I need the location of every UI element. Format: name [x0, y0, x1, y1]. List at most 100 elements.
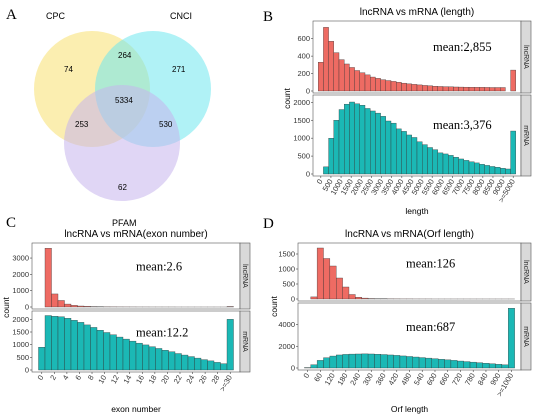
bar — [354, 103, 360, 175]
bar — [194, 357, 202, 371]
bar — [442, 86, 449, 92]
facet-strip-label: mRNA — [241, 331, 248, 352]
bar — [437, 359, 445, 369]
facet-strip — [520, 94, 532, 177]
bar — [90, 327, 98, 371]
bar — [323, 27, 329, 92]
bar — [328, 138, 334, 175]
bar — [364, 74, 371, 92]
bar — [432, 86, 438, 92]
bar — [329, 355, 337, 369]
facet-strip — [520, 302, 532, 371]
bar — [484, 165, 490, 175]
bar — [83, 324, 91, 371]
bar — [432, 149, 438, 175]
bar — [501, 364, 509, 369]
facet-frame — [31, 242, 241, 310]
y-tick-label: 500 — [282, 280, 295, 289]
bar — [328, 41, 334, 92]
bar — [316, 247, 324, 300]
bar — [338, 59, 345, 92]
bar — [333, 52, 340, 92]
bar — [77, 322, 85, 371]
bar — [355, 297, 362, 300]
facet-strip — [239, 310, 251, 373]
x-tick-label: 24 — [184, 374, 196, 386]
bar — [437, 152, 444, 175]
mean-label: mean:687 — [406, 320, 455, 334]
bar — [390, 81, 397, 92]
bar — [135, 342, 143, 371]
bar — [468, 161, 475, 175]
y-tick-label: 2000 — [12, 270, 29, 279]
y-tick-label: 1500 — [293, 116, 310, 125]
y-tick-label: 0 — [306, 170, 310, 179]
bar — [500, 87, 506, 92]
bar — [425, 357, 432, 369]
bar — [103, 332, 111, 371]
x-tick-label: 660 — [437, 372, 451, 387]
bar — [442, 153, 449, 175]
x-tick-label: 28 — [209, 374, 221, 386]
bar — [380, 354, 388, 369]
facet-strip-label: mRNA — [522, 125, 529, 146]
bar — [448, 155, 454, 175]
bar — [64, 303, 72, 308]
bar — [416, 141, 423, 175]
y-tick-label: 3000 — [12, 254, 29, 263]
bar — [401, 131, 407, 175]
y-axis-label: count — [1, 296, 11, 317]
bar — [385, 80, 392, 92]
panel-b-title: lncRNA vs mRNA (length) — [360, 7, 474, 18]
venn-count-cpc-cnci: 264 — [118, 51, 132, 60]
x-tick-label: 12 — [109, 374, 121, 386]
bar — [370, 76, 376, 92]
bar — [349, 67, 355, 92]
bar — [453, 86, 459, 92]
bar — [393, 355, 401, 369]
bar — [148, 346, 156, 371]
bar — [444, 359, 452, 369]
venn-count-all: 5334 — [115, 96, 133, 105]
x-tick-label: 600 — [425, 372, 439, 387]
bar — [44, 248, 52, 308]
bar — [359, 105, 366, 175]
bar — [411, 84, 418, 92]
y-tick-label: 200 — [297, 69, 310, 78]
y-tick-label: 0 — [25, 366, 29, 375]
venn-count-cnci-pfam: 530 — [159, 120, 173, 129]
mean-label: mean:2.6 — [136, 260, 182, 274]
bar — [96, 330, 104, 371]
bar — [336, 354, 343, 369]
bar — [422, 144, 428, 175]
mean-label: mean:12.2 — [136, 326, 188, 340]
bar — [427, 85, 433, 92]
x-tick-label: 22 — [172, 374, 184, 386]
bar — [457, 360, 464, 369]
mean-label: mean:2,855 — [433, 40, 492, 54]
bar — [458, 86, 464, 92]
facet-lncrna: lncRNA 0 200 400 600 mean:2,855 — [297, 20, 532, 96]
bar — [479, 87, 485, 92]
bar — [174, 353, 182, 371]
panel-letter-d: D — [263, 216, 274, 232]
bar — [207, 360, 215, 371]
bar — [488, 363, 496, 369]
bar — [333, 120, 340, 175]
x-tick-label: 180 — [335, 372, 349, 387]
x-tick-label: 10 — [96, 374, 108, 386]
bar — [370, 110, 376, 175]
x-tick-label: 26 — [197, 374, 209, 386]
bar — [412, 356, 420, 369]
bar — [489, 166, 496, 175]
bar — [361, 297, 369, 300]
x-tick-label: 0 — [301, 372, 311, 380]
x-tick-label: 780 — [463, 372, 477, 387]
bar — [448, 86, 454, 92]
bar — [220, 363, 228, 371]
bar — [226, 319, 234, 371]
mean-label: mean:126 — [406, 256, 455, 270]
y-tick-label: 1000 — [12, 286, 29, 295]
bar — [57, 316, 65, 371]
venn-label-pfam: PFAM — [112, 218, 137, 228]
